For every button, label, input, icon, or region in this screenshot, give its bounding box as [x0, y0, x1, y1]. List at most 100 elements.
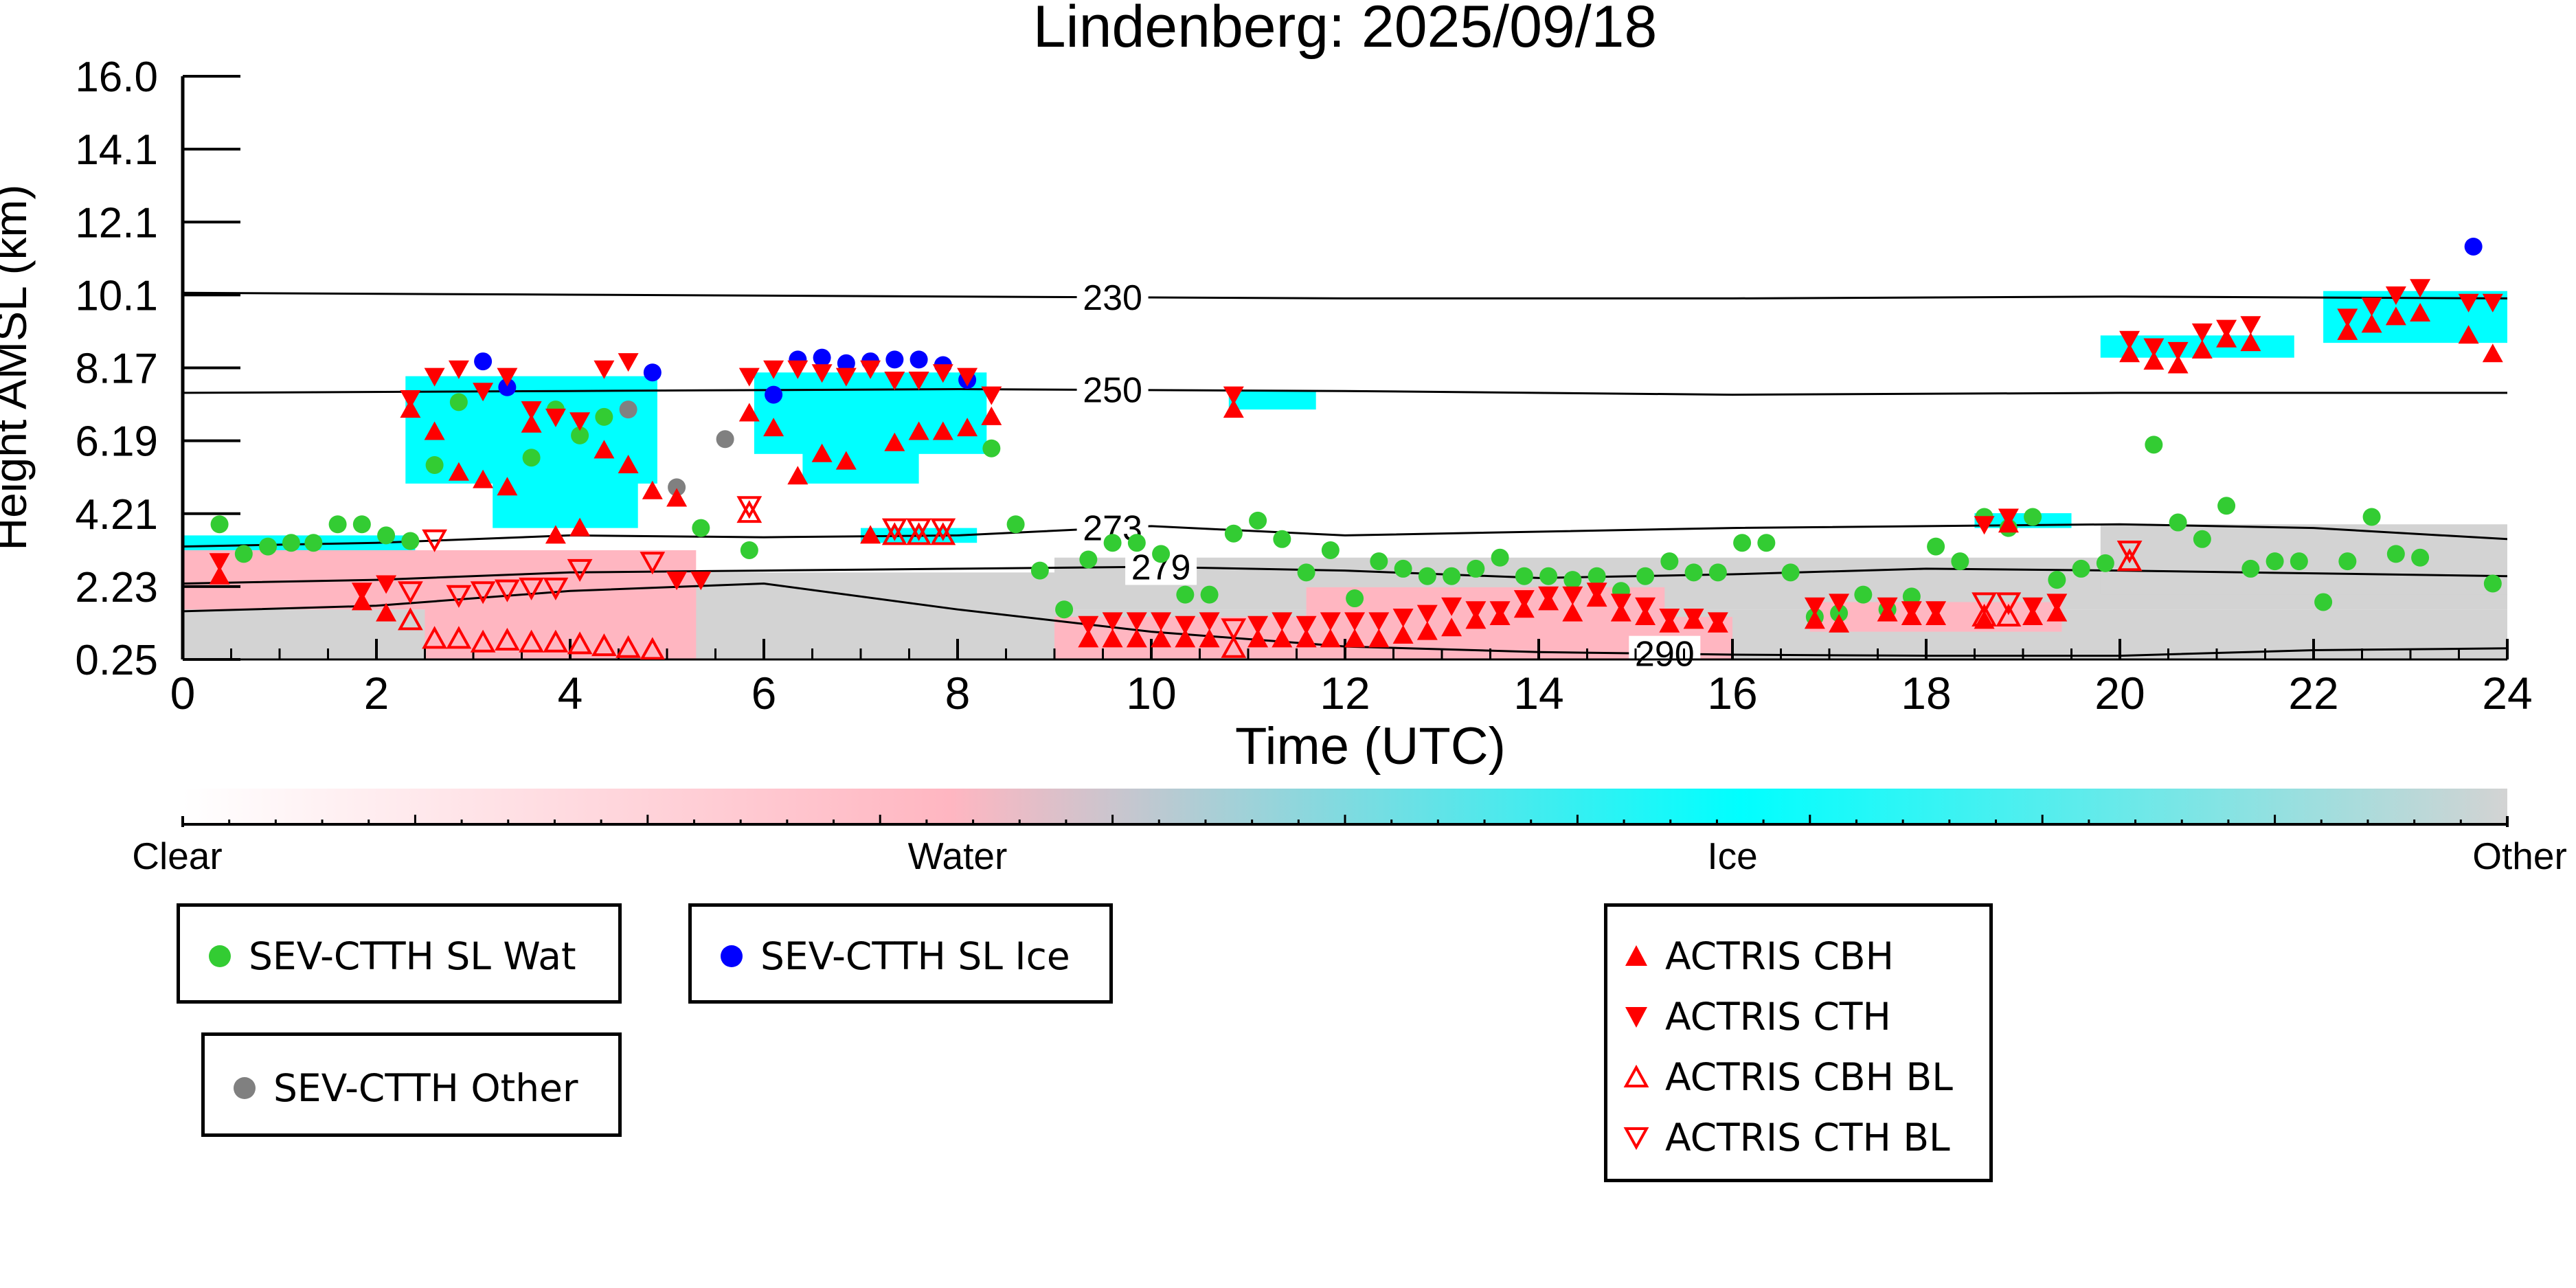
actris-cth-marker [2119, 330, 2140, 350]
actris-cth-marker [1078, 615, 1099, 635]
actris-cbh-marker [811, 443, 833, 462]
legend-entry-cbh-bl: ACTRIS CBH BL [1623, 1055, 1953, 1099]
actris-cth-bl-marker [930, 518, 956, 541]
actris-cbh-marker [1320, 629, 1341, 648]
sev-ctth-sl-wat-marker [282, 534, 300, 552]
actris-cth-marker [1538, 586, 1559, 605]
sev-ctth-other-marker [716, 430, 734, 449]
colorbar-label-clear: Clear [132, 835, 222, 877]
sev-ctth-sl-wat-marker [1467, 559, 1485, 578]
actris-cbh-bl-marker [495, 627, 520, 651]
actris-cth-marker [763, 360, 784, 379]
sev-ctth-sl-wat-marker [692, 519, 710, 537]
legend-entry-cth: ACTRIS CTH [1623, 995, 1891, 1039]
actris-cbh-bl-marker [930, 522, 956, 545]
actris-cbh-marker [2410, 303, 2431, 321]
sev-ctth-sl-wat-marker [328, 515, 347, 534]
actris-cth-bl-marker [495, 579, 520, 602]
actris-cbh-marker [666, 488, 688, 507]
actris-cth-marker [1199, 612, 1220, 631]
actris-cth-marker [957, 368, 978, 387]
actris-cth-marker [1683, 609, 1704, 627]
actris-cth-marker [690, 572, 712, 591]
actris-cth-marker [1344, 612, 1366, 631]
actris-cbh-marker [860, 525, 881, 544]
actris-cth-bl-marker [1996, 592, 2022, 615]
actris-cth-marker [2216, 319, 2237, 339]
actris-cbh-bl-marker [446, 626, 472, 649]
actris-cbh-marker [1126, 629, 1147, 648]
actris-cth-marker [1320, 612, 1341, 631]
x-axis-ticks: 0 2 4 6 8 10 12 14 16 18 20 22 24 [170, 639, 2533, 719]
legend-entry-cth-bl: ACTRIS CTH BL [1623, 1116, 1950, 1160]
legend-label: ACTRIS CBH [1665, 934, 1894, 978]
actris-cth-bl-marker [470, 581, 496, 605]
sev-ctth-sl-wat-marker [377, 526, 396, 545]
actris-cth-marker [1126, 612, 1147, 631]
isotherm-label-background [1076, 279, 1149, 315]
actris-cth-marker [2337, 308, 2358, 328]
actris-cth-marker [1998, 508, 2019, 528]
actris-cth-marker [1441, 597, 1462, 616]
sev-ctth-sl-wat-marker [1273, 530, 1291, 548]
actris-cbh-marker [1078, 629, 1099, 648]
sev-ctth-sl-ice-marker [885, 350, 904, 369]
legend-entry-sev-other: SEV-CTTH Other [231, 1066, 578, 1110]
actris-cbh-marker [594, 440, 615, 459]
actris-cth-bl-marker [640, 552, 666, 575]
sev-ctth-sl-wat-marker [1927, 537, 1945, 556]
actris-cbh-marker [642, 480, 663, 499]
actris-cth-marker [2385, 286, 2406, 305]
x-axis-label: Time (UTC) [1235, 717, 1506, 776]
actris-cbh-bl-marker [1996, 603, 2022, 626]
sev-ctth-sl-ice-marker [813, 348, 831, 367]
sev-ctth-sl-wat-marker [2072, 559, 2090, 578]
sev-ctth-sl-wat-marker [352, 515, 371, 534]
actris-cth-marker [981, 386, 1002, 405]
y-axis-ticks: 0.25 2.23 4.21 6.19 8.17 10.1 12.1 14.1 16.0 [75, 54, 240, 684]
actris-cbh-marker [763, 418, 784, 437]
colorbar-label-ice: Ice [1707, 835, 1757, 877]
actris-cth-marker [497, 368, 518, 387]
actris-cth-marker [860, 360, 881, 379]
actris-cth-marker [209, 553, 230, 572]
actris-cbh-marker [1829, 613, 1850, 633]
actris-cbh-bl-marker [615, 635, 641, 658]
sev-ctth-sl-wat-marker [1176, 585, 1195, 604]
x-tick-label: 18 [1901, 668, 1951, 719]
sev-ctth-sl-wat-marker [2048, 571, 2066, 589]
sev-ctth-sl-wat-marker [2217, 497, 2236, 515]
actris-cbh-bl-marker [519, 629, 544, 653]
actris-cth-bl-marker [567, 558, 593, 583]
actris-cbh-bl-marker [736, 499, 762, 523]
y-tick-label: 6.19 [75, 418, 158, 466]
actris-cth-marker [1804, 597, 1825, 616]
sev-ctth-sl-wat-marker [1079, 550, 1098, 569]
x-tick-label: 0 [170, 668, 196, 719]
actris-cth-bl-marker [398, 581, 423, 605]
actris-cbh-marker [2385, 306, 2406, 326]
actris-cbh-marker [1296, 629, 1317, 648]
actris-cth-marker [1416, 605, 1438, 624]
actris-cth-marker [521, 401, 542, 420]
actris-cbh-bl-marker [470, 629, 496, 653]
actris-cth-marker [1829, 594, 1850, 613]
actris-cth-marker [1925, 601, 1947, 620]
actris-cbh-marker [2191, 339, 2213, 359]
actris-cbh-marker [932, 421, 953, 440]
sev-ctth-sl-wat-marker [2290, 552, 2308, 571]
colorbar-label-other: Other [2472, 835, 2567, 877]
sev-ctth-sl-wat-marker [1030, 561, 1049, 580]
green-circle-marker-icon [209, 945, 231, 967]
marker-layer [209, 237, 2503, 659]
sev-ctth-sl-wat-marker [1588, 567, 1606, 585]
actris-cbh-marker [884, 432, 905, 451]
sev-ctth-sl-wat-marker [1249, 511, 1267, 530]
sev-ctth-sl-wat-marker [1539, 567, 1558, 585]
actris-cth-marker [1368, 612, 1390, 631]
sev-ctth-sl-wat-marker [1757, 534, 1776, 552]
x-tick-label: 12 [1320, 668, 1370, 719]
actris-cth-marker [2240, 316, 2261, 335]
isotherm-label-background [1629, 635, 1701, 672]
